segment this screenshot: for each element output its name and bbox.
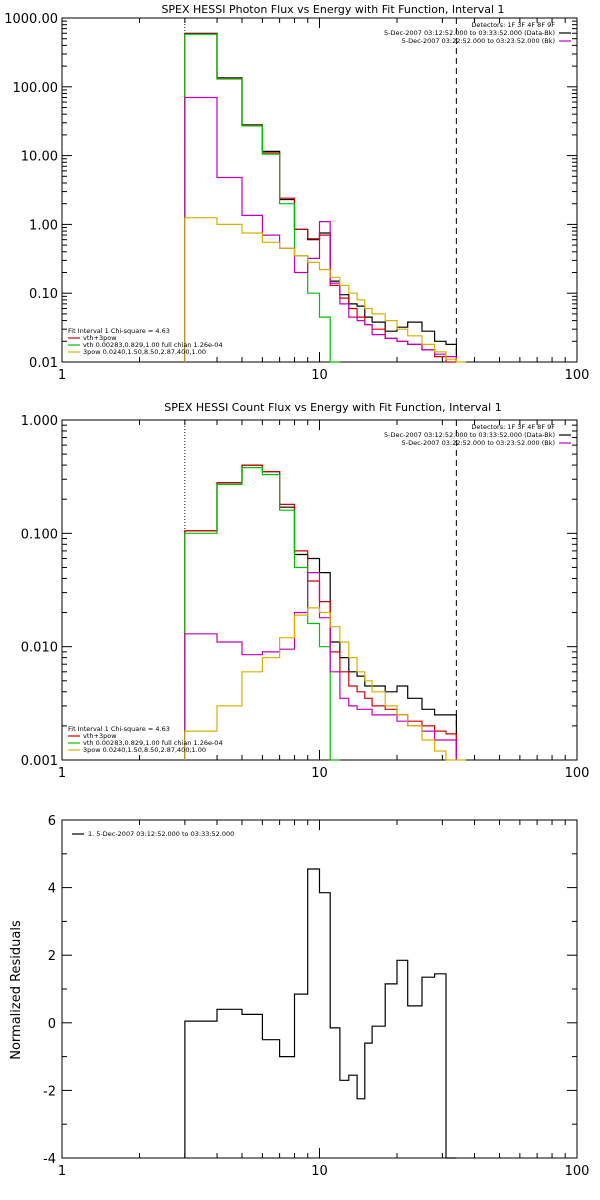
y-tick-label: 0 bbox=[48, 1017, 56, 1032]
x-tick-label: 1 bbox=[58, 1164, 66, 1179]
count-flux-plot: SPEX HESSI Count Flux vs Energy with Fit… bbox=[21, 401, 590, 781]
y-tick-label: 2 bbox=[48, 949, 56, 964]
y-tick-label: 0.01 bbox=[29, 356, 58, 371]
y-tick-label: 0.001 bbox=[21, 754, 58, 769]
residuals-plot: Normalized Residuals 1 10 100 -4 -2 0 2 4 6 1. 5-… bbox=[9, 814, 589, 1179]
y-tick-label: 10.00 bbox=[21, 150, 58, 165]
legend-top-right-entry: 5-Dec-2007 03:12:52.000 to 03:33:52.000 … bbox=[384, 29, 555, 37]
y-tick-label: 0.010 bbox=[21, 641, 58, 656]
y-tick-label: 4 bbox=[48, 882, 56, 897]
series-3-histogram bbox=[184, 96, 457, 362]
y-tick-label: 1000.00 bbox=[4, 12, 58, 27]
y-tick-label: 1.000 bbox=[21, 414, 58, 429]
x-tick-label: 10 bbox=[311, 1164, 328, 1179]
y-tick-label: -4 bbox=[43, 1152, 56, 1167]
series-4-histogram bbox=[184, 607, 466, 761]
series-0-histogram bbox=[184, 32, 457, 362]
y-tick-label: 0.10 bbox=[29, 287, 58, 302]
legend-top-right-entry: 5-Dec-2007 03:12:52.000 to 03:33:52.000 … bbox=[384, 431, 555, 439]
photon-flux-title: SPEX HESSI Photon Flux vs Energy with Fi… bbox=[161, 3, 504, 16]
series-2-histogram bbox=[184, 467, 340, 761]
y-tick-label: 100.00 bbox=[13, 81, 59, 96]
count-flux-title: SPEX HESSI Count Flux vs Energy with Fit… bbox=[164, 401, 501, 414]
x-tick-label: 10 bbox=[311, 766, 328, 781]
series-4-histogram bbox=[184, 217, 466, 363]
legend-top-left-entry: 1. 5-Dec-2007 03:12:52.000 to 03:33:52.0… bbox=[88, 830, 234, 838]
photon-flux-plot: SPEX HESSI Photon Flux vs Energy with Fi… bbox=[4, 3, 589, 383]
x-tick-label: 100 bbox=[565, 766, 590, 781]
x-tick-label: 1 bbox=[58, 766, 66, 781]
x-tick-label: 100 bbox=[565, 368, 590, 383]
legend-bottom-left-entry: vth 0.00283,0.829,1.00 full chian 1.26e-… bbox=[83, 739, 223, 747]
legend-bottom-left-entry: 3pow 0.0240,1.50,8.50,2.87,400,1.00 bbox=[83, 746, 206, 754]
y-tick-label: 1.00 bbox=[29, 218, 58, 233]
y-tick-label: -2 bbox=[43, 1084, 56, 1099]
legend-top-right-entry: Detectors: 1F 3F 4F 8F 9F bbox=[471, 423, 555, 431]
legend-bottom-left-entry: vth 0.00283,0.829,1.00 full chian 1.26e-… bbox=[83, 341, 223, 349]
legend-bottom-left-entry: vth+3pow bbox=[83, 334, 117, 342]
y-tick-label: 0.100 bbox=[21, 527, 58, 542]
residuals-y-axis-label: Normalized Residuals bbox=[9, 920, 24, 1060]
y-tick-label: 6 bbox=[48, 814, 56, 829]
x-tick-label: 1 bbox=[58, 368, 66, 383]
series-2-histogram bbox=[184, 33, 340, 363]
series-1-histogram bbox=[184, 33, 457, 363]
legend-bottom-left-entry: Fit Interval 1 Chi-square = 4.63 bbox=[68, 725, 170, 733]
x-tick-label: 100 bbox=[565, 1164, 590, 1179]
x-tick-label: 10 bbox=[311, 368, 328, 383]
series-0-histogram bbox=[184, 868, 457, 1159]
legend-top-right-entry: 5-Dec-2007 03:22:52.000 to 03:23:52.000 … bbox=[402, 439, 555, 447]
legend-top-right-entry: Detectors: 1F 3F 4F 8F 9F bbox=[471, 21, 555, 29]
legend-top-right-entry: 5-Dec-2007 03:22:52.000 to 03:23:52.000 … bbox=[402, 37, 555, 45]
legend-bottom-left-entry: 3pow 0.0240,1.50,8.50,2.87,400,1.00 bbox=[83, 348, 206, 356]
series-3-histogram bbox=[184, 572, 457, 760]
legend-bottom-left-entry: Fit Interval 1 Chi-square = 4.63 bbox=[68, 327, 170, 335]
legend-bottom-left-entry: vth+3pow bbox=[83, 732, 117, 740]
